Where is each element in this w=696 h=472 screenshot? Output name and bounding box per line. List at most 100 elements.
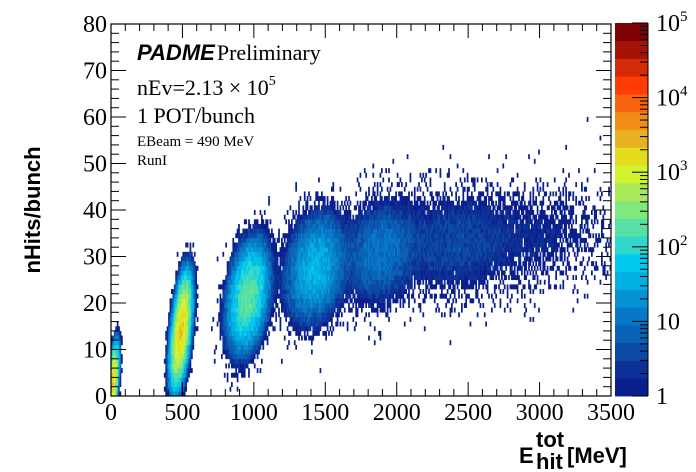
heatmap-cell [413, 223, 416, 229]
heatmap-cell [238, 275, 240, 281]
heatmap-cell [196, 303, 199, 308]
heatmap-cell [403, 196, 406, 201]
heatmap-cell [345, 289, 348, 294]
heatmap-cell [181, 382, 183, 387]
heatmap-cell [426, 205, 429, 211]
heatmap-cell [248, 316, 250, 322]
heatmap-cell [435, 219, 438, 225]
heatmap-cell [342, 251, 345, 257]
heatmap-cell [406, 279, 409, 285]
heatmap-cell [426, 270, 429, 276]
heatmap-cell [113, 340, 116, 346]
heatmap-cell [359, 289, 362, 294]
heatmap-cell [182, 377, 185, 383]
heatmap-cell [249, 256, 252, 262]
heatmap-cell [339, 298, 342, 304]
heatmap-cell [261, 330, 263, 336]
heatmap-cell [269, 233, 272, 239]
heatmap-cell [365, 251, 368, 257]
heatmap-cell [221, 316, 223, 322]
heatmap-cell [405, 210, 408, 215]
heatmap-cell [235, 251, 238, 257]
heatmap-cell [436, 242, 439, 248]
heatmap-cell [325, 275, 328, 281]
heatmap-cell [272, 326, 275, 332]
heatmap-cell [329, 293, 332, 299]
heatmap-cell [239, 251, 242, 257]
heatmap-cell [471, 284, 473, 290]
heatmap-cell [403, 321, 406, 327]
heatmap-cell [176, 354, 179, 360]
heatmap-cell [278, 275, 280, 281]
heatmap-cell [372, 270, 375, 276]
heatmap-cell [262, 289, 265, 294]
heatmap-cell [235, 321, 238, 327]
heatmap-cell [255, 303, 258, 308]
heatmap-cell [169, 354, 172, 360]
heatmap-cell [236, 377, 239, 383]
heatmap-cell [192, 279, 195, 285]
heatmap-cell [385, 237, 388, 243]
heatmap-cell [375, 270, 378, 276]
heatmap-cell [249, 228, 252, 234]
heatmap-cell [403, 210, 406, 215]
heatmap-cell [396, 172, 399, 178]
heatmap-cell [368, 186, 370, 192]
heatmap-cell [466, 228, 469, 234]
heatmap-cell [402, 228, 405, 234]
heatmap-cell [331, 200, 333, 206]
heatmap-cell [335, 233, 338, 239]
heatmap-cell [402, 275, 405, 281]
heatmap-cell [269, 261, 272, 267]
heatmap-cell [316, 298, 319, 304]
heatmap-cell [196, 265, 199, 271]
heatmap-cell [302, 275, 305, 281]
heatmap-cell [431, 233, 433, 239]
heatmap-cell [375, 223, 378, 229]
heatmap-cell [113, 377, 116, 383]
heatmap-cell [378, 219, 380, 225]
heatmap-cell [252, 233, 255, 239]
heatmap-cell [405, 265, 408, 271]
heatmap-cell [351, 251, 353, 257]
heatmap-cell [262, 335, 265, 341]
heatmap-cell [308, 242, 310, 248]
heatmap-cell [261, 358, 263, 364]
heatmap-cell [238, 242, 240, 248]
heatmap-cell [175, 349, 178, 355]
heatmap-cell [378, 237, 380, 243]
heatmap-cell [343, 242, 346, 248]
heatmap-cell [182, 289, 185, 294]
heatmap-cell [185, 303, 188, 308]
heatmap-cell [385, 219, 388, 225]
heatmap-cell [306, 214, 309, 220]
heatmap-cell [188, 303, 190, 308]
heatmap-cell [396, 275, 399, 281]
heatmap-cell [251, 321, 253, 327]
heatmap-cell [438, 214, 440, 220]
heatmap-cell [366, 284, 369, 290]
heatmap-cell [305, 293, 308, 299]
heatmap-cell [405, 237, 408, 243]
heatmap-cell [435, 228, 438, 234]
heatmap-cell [441, 265, 443, 271]
heatmap-cell [355, 233, 358, 239]
heatmap-cell [302, 223, 305, 229]
heatmap-cell [242, 316, 245, 322]
heatmap-cell [381, 219, 383, 225]
heatmap-cell [373, 251, 376, 257]
heatmap-cell [242, 251, 245, 257]
heatmap-cell [395, 247, 398, 253]
heatmap-cell [165, 349, 168, 355]
heatmap-cell [253, 321, 256, 327]
heatmap-cell [222, 251, 225, 257]
heatmap-cell [449, 242, 452, 248]
heatmap-cell [468, 256, 470, 262]
heatmap-cell [416, 237, 419, 243]
heatmap-cell [241, 237, 243, 243]
heatmap-cell [288, 275, 290, 281]
heatmap-cell [306, 223, 309, 229]
heatmap-cell [258, 335, 260, 341]
heatmap-cell [228, 289, 230, 294]
heatmap-cell [179, 340, 182, 346]
